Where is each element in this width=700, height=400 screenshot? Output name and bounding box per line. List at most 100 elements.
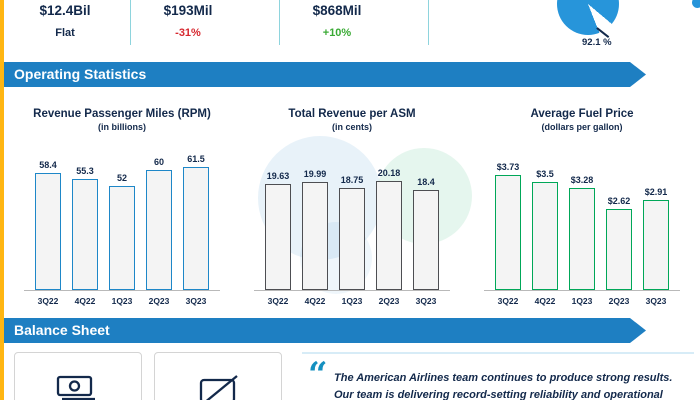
chart-subtitle: (dollars per gallon) xyxy=(541,122,623,132)
quote-mark: “ xyxy=(308,355,328,395)
section-banner-operating-statistics: Operating Statistics xyxy=(4,62,646,87)
bar-value-label: $3.5 xyxy=(536,169,554,179)
category-label: 4Q22 xyxy=(304,296,326,306)
category-label: 1Q23 xyxy=(111,296,133,306)
charts-row: Revenue Passenger Miles (RPM) (in billio… xyxy=(4,96,696,306)
bar xyxy=(72,179,98,290)
stat-item-1: $12.4Bil Flat xyxy=(10,3,120,39)
chart-title: Total Revenue per ASM xyxy=(288,108,416,120)
money-icon xyxy=(56,375,95,400)
bar-column: 60 xyxy=(146,157,172,290)
bar xyxy=(532,182,558,290)
bar xyxy=(109,186,135,290)
bar xyxy=(569,188,595,290)
bar-column: 61.5 xyxy=(183,154,209,290)
chart-title: Revenue Passenger Miles (RPM) xyxy=(33,108,211,120)
category-label: 3Q22 xyxy=(37,296,59,306)
bar-column: 52 xyxy=(109,173,135,290)
crossed-card-icon xyxy=(199,375,238,400)
quote-line-1: The American Airlines team continues to … xyxy=(334,372,673,384)
category-label: 2Q23 xyxy=(378,296,400,306)
bar xyxy=(35,173,61,290)
banner-title: Balance Sheet xyxy=(14,322,110,338)
bar-plot: 58.4 55.3 52 60 61.5 xyxy=(24,138,220,291)
bar-value-label: 52 xyxy=(116,173,127,183)
category-axis: 3Q22 4Q22 1Q23 2Q23 3Q23 xyxy=(254,296,450,306)
stat-value: $193Mil xyxy=(163,3,213,18)
bar xyxy=(183,167,209,290)
bar-column: 58.4 xyxy=(35,160,61,290)
stat-divider xyxy=(428,0,429,45)
category-label: 2Q23 xyxy=(608,296,630,306)
bar-plot: $3.73 $3.5 $3.28 $2.62 $2.91 xyxy=(484,138,680,291)
stat-item-2: $193Mil -31% xyxy=(133,3,243,39)
chart-total-revenue-per-asm: Total Revenue per ASM (in cents) 19.63 19… xyxy=(246,96,458,306)
bar-column: 19.99 xyxy=(302,169,328,290)
category-label: 3Q23 xyxy=(645,296,667,306)
bar-value-label: 20.18 xyxy=(377,168,401,178)
bar-column: $2.62 xyxy=(606,196,632,290)
bar-column: 55.3 xyxy=(72,166,98,290)
bar-plot: 19.63 19.99 18.75 20.18 18.4 xyxy=(254,138,450,291)
section-banner-balance-sheet: Balance Sheet xyxy=(4,318,646,343)
chart-subtitle: (in billions) xyxy=(98,122,146,132)
category-label: 1Q23 xyxy=(571,296,593,306)
stat-value: $868Mil xyxy=(312,3,362,18)
bar-column: 19.63 xyxy=(265,171,291,290)
chart-subtitle: (in cents) xyxy=(331,122,372,132)
chart-title: Average Fuel Price xyxy=(530,108,634,120)
bar-column: $3.5 xyxy=(532,169,558,290)
banner-title: Operating Statistics xyxy=(14,66,147,82)
bar-value-label: $3.73 xyxy=(496,162,520,172)
stat-item-3: $868Mil +10% xyxy=(282,3,392,39)
category-label: 1Q23 xyxy=(341,296,363,306)
bar xyxy=(413,190,439,290)
bar xyxy=(495,175,521,290)
bar-value-label: 61.5 xyxy=(187,154,205,164)
bar xyxy=(376,181,402,290)
stat-change: -31% xyxy=(175,27,201,39)
stat-divider xyxy=(130,0,131,45)
quote-block: “ The American Airlines team continues t… xyxy=(302,352,694,400)
category-axis: 3Q22 4Q22 1Q23 2Q23 3Q23 xyxy=(484,296,680,306)
balance-card-debt xyxy=(154,352,282,400)
bar-value-label: $2.62 xyxy=(607,196,631,206)
stat-change: +10% xyxy=(322,27,352,39)
category-label: 3Q22 xyxy=(267,296,289,306)
decorative-dot xyxy=(692,0,700,8)
bar-value-label: 18.75 xyxy=(340,175,364,185)
bar-column: $3.28 xyxy=(569,175,595,290)
bar-value-label: 19.99 xyxy=(303,169,327,179)
quote-text: The American Airlines team continues to … xyxy=(334,370,694,400)
chart-average-fuel-price: Average Fuel Price (dollars per gallon) … xyxy=(476,96,688,306)
category-label: 3Q23 xyxy=(185,296,207,306)
donut-value-label: 92.1 % xyxy=(582,37,612,48)
bar-value-label: $2.91 xyxy=(644,187,668,197)
category-label: 3Q23 xyxy=(415,296,437,306)
bar-value-label: 19.63 xyxy=(266,171,290,181)
bar-value-label: 18.4 xyxy=(417,177,435,187)
bar xyxy=(302,182,328,290)
bar-value-label: 60 xyxy=(153,157,164,167)
category-label: 4Q22 xyxy=(534,296,556,306)
bar-column: $3.73 xyxy=(495,162,521,290)
bar-value-label: 58.4 xyxy=(39,160,57,170)
frame-left-border xyxy=(0,0,4,400)
bar-value-label: 55.3 xyxy=(76,166,94,176)
bar xyxy=(265,184,291,290)
bar-column: 20.18 xyxy=(376,168,402,290)
bar-column: 18.75 xyxy=(339,175,365,290)
bar-column: $2.91 xyxy=(643,187,669,290)
bar xyxy=(606,209,632,290)
donut-chart xyxy=(557,0,619,35)
bar xyxy=(146,170,172,290)
bar-value-label: $3.28 xyxy=(570,175,594,185)
bar-column: 18.4 xyxy=(413,177,439,290)
quote-line-2: Our team is delivering record-setting re… xyxy=(334,389,663,400)
category-label: 2Q23 xyxy=(148,296,170,306)
category-axis: 3Q22 4Q22 1Q23 2Q23 3Q23 xyxy=(24,296,220,306)
category-label: 3Q22 xyxy=(497,296,519,306)
category-label: 4Q22 xyxy=(74,296,96,306)
balance-card-cash xyxy=(14,352,142,400)
